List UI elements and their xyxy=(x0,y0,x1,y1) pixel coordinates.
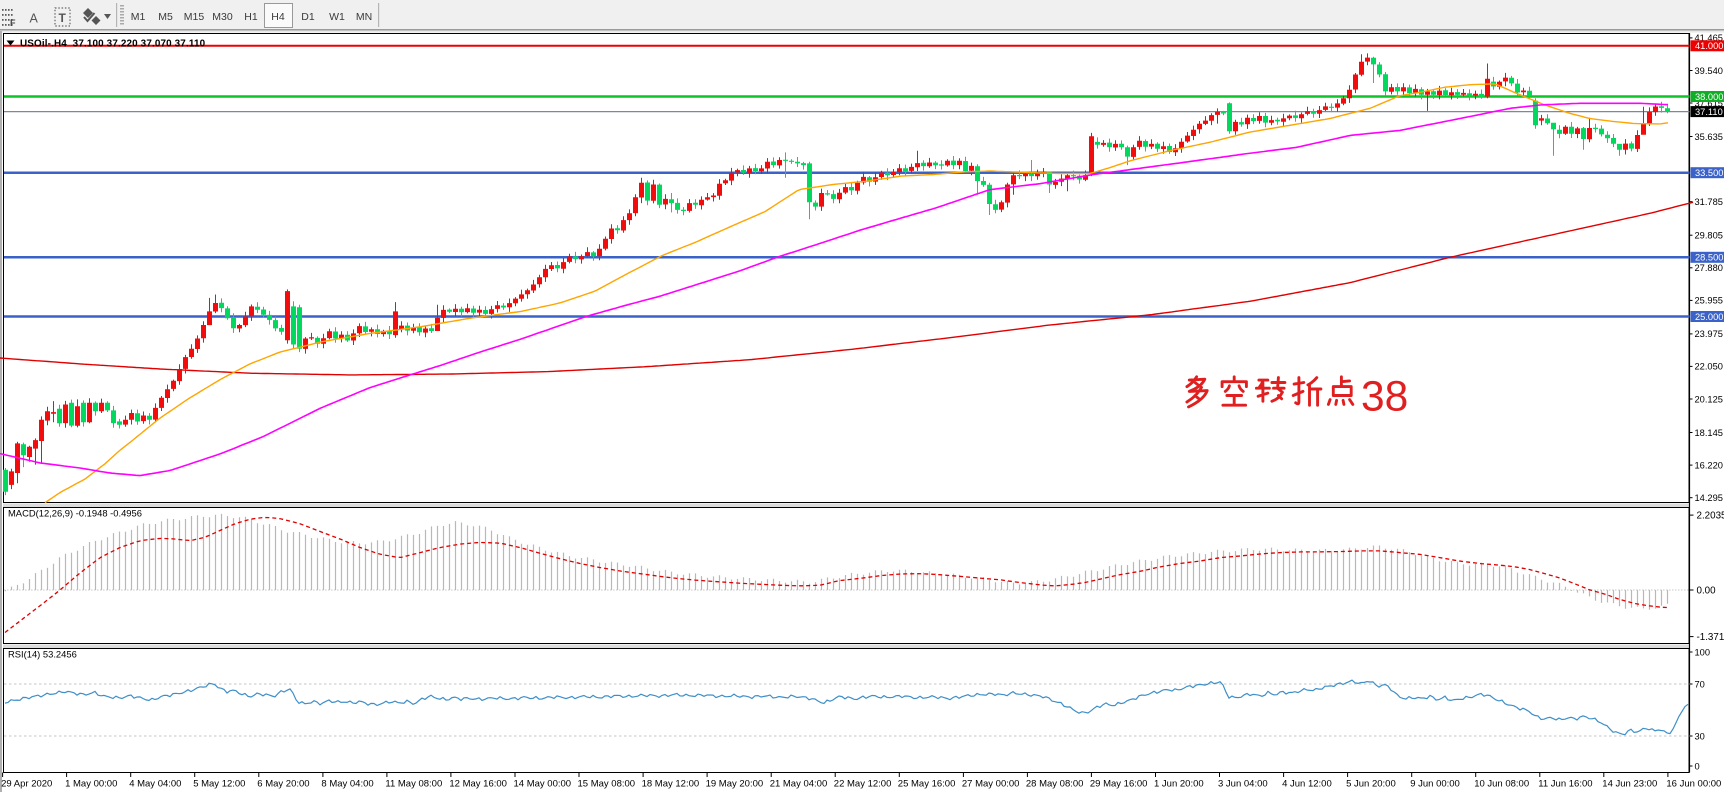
svg-text:23.975: 23.975 xyxy=(1695,329,1723,339)
svg-text:D1: D1 xyxy=(301,11,315,23)
svg-text:T: T xyxy=(59,11,67,25)
svg-text:14 Jun 23:00: 14 Jun 23:00 xyxy=(1602,779,1657,790)
svg-text:29 Apr 2020: 29 Apr 2020 xyxy=(1,779,52,790)
svg-text:MACD(12,26,9) -0.1948 -0.4956: MACD(12,26,9) -0.1948 -0.4956 xyxy=(8,508,142,519)
svg-text:11 Jun 16:00: 11 Jun 16:00 xyxy=(1538,779,1592,790)
svg-text:25.000: 25.000 xyxy=(1695,312,1723,322)
svg-text:5 May 12:00: 5 May 12:00 xyxy=(193,779,245,790)
svg-text:0: 0 xyxy=(1695,761,1700,771)
svg-text:18.145: 18.145 xyxy=(1695,428,1723,438)
svg-text:20.125: 20.125 xyxy=(1695,394,1723,404)
svg-text:M5: M5 xyxy=(158,11,173,23)
svg-text:41.000: 41.000 xyxy=(1695,41,1723,51)
svg-text:39.540: 39.540 xyxy=(1695,66,1723,76)
svg-text:M30: M30 xyxy=(212,11,233,23)
svg-text:H4: H4 xyxy=(271,11,285,23)
svg-text:F: F xyxy=(10,18,16,28)
svg-text:9 Jun 00:00: 9 Jun 00:00 xyxy=(1410,779,1460,790)
svg-text:27 May 00:00: 27 May 00:00 xyxy=(962,779,1020,790)
svg-text:-1.3718: -1.3718 xyxy=(1697,632,1724,643)
svg-text:11 May 08:00: 11 May 08:00 xyxy=(385,779,442,790)
svg-text:1 Jun 20:00: 1 Jun 20:00 xyxy=(1154,779,1204,790)
svg-text:22.050: 22.050 xyxy=(1695,362,1723,372)
svg-text:MN: MN xyxy=(356,11,372,23)
svg-text:W1: W1 xyxy=(329,11,345,23)
svg-text:31.785: 31.785 xyxy=(1695,197,1723,207)
svg-text:14.295: 14.295 xyxy=(1695,493,1723,503)
svg-text:15 May 08:00: 15 May 08:00 xyxy=(578,779,636,790)
svg-text:38: 38 xyxy=(1361,374,1408,421)
svg-text:18 May 12:00: 18 May 12:00 xyxy=(642,779,700,790)
svg-text:4 Jun 12:00: 4 Jun 12:00 xyxy=(1282,779,1332,790)
svg-text:27.880: 27.880 xyxy=(1695,263,1723,273)
svg-text:M1: M1 xyxy=(131,11,146,23)
svg-text:100: 100 xyxy=(1695,647,1711,657)
svg-text:A: A xyxy=(30,12,39,26)
svg-text:8 May 04:00: 8 May 04:00 xyxy=(321,779,373,790)
svg-text:38.000: 38.000 xyxy=(1695,92,1723,102)
svg-text:28 May 08:00: 28 May 08:00 xyxy=(1026,779,1084,790)
svg-text:28.500: 28.500 xyxy=(1695,253,1723,263)
svg-text:10 Jun 08:00: 10 Jun 08:00 xyxy=(1474,779,1529,790)
svg-text:70: 70 xyxy=(1695,679,1705,689)
svg-text:6 May 20:00: 6 May 20:00 xyxy=(257,779,309,790)
svg-text:2.2035: 2.2035 xyxy=(1697,511,1724,522)
svg-text:33.500: 33.500 xyxy=(1695,168,1723,178)
svg-text:21 May 04:00: 21 May 04:00 xyxy=(770,779,828,790)
svg-text:1 May 00:00: 1 May 00:00 xyxy=(65,779,117,790)
svg-text:4 May 04:00: 4 May 04:00 xyxy=(129,779,181,790)
svg-text:35.635: 35.635 xyxy=(1695,132,1723,142)
svg-text:12 May 16:00: 12 May 16:00 xyxy=(449,779,507,790)
svg-text:RSI(14) 53.2456: RSI(14) 53.2456 xyxy=(8,649,77,660)
svg-text:0.00: 0.00 xyxy=(1697,586,1717,597)
svg-text:37.110: 37.110 xyxy=(1695,107,1723,117)
svg-text:19 May 20:00: 19 May 20:00 xyxy=(706,779,764,790)
svg-text:5 Jun 20:00: 5 Jun 20:00 xyxy=(1346,779,1396,790)
svg-text:14 May 00:00: 14 May 00:00 xyxy=(514,779,572,790)
svg-text:29.805: 29.805 xyxy=(1695,231,1723,241)
svg-text:25.955: 25.955 xyxy=(1695,296,1723,306)
svg-text:M15: M15 xyxy=(184,11,205,23)
svg-text:30: 30 xyxy=(1695,731,1705,741)
svg-text:16.220: 16.220 xyxy=(1695,460,1723,470)
svg-text:USOil-.H4 37.100 37.220 37.07: USOil-.H4 37.100 37.220 37.070 37.110 xyxy=(20,39,206,50)
svg-text:3 Jun 04:00: 3 Jun 04:00 xyxy=(1218,779,1268,790)
svg-text:29 May 16:00: 29 May 16:00 xyxy=(1090,779,1148,790)
svg-text:16 Jun 00:00: 16 Jun 00:00 xyxy=(1666,779,1721,790)
svg-text:22 May 12:00: 22 May 12:00 xyxy=(834,779,892,790)
svg-text:25 May 16:00: 25 May 16:00 xyxy=(898,779,956,790)
svg-text:H1: H1 xyxy=(244,11,258,23)
